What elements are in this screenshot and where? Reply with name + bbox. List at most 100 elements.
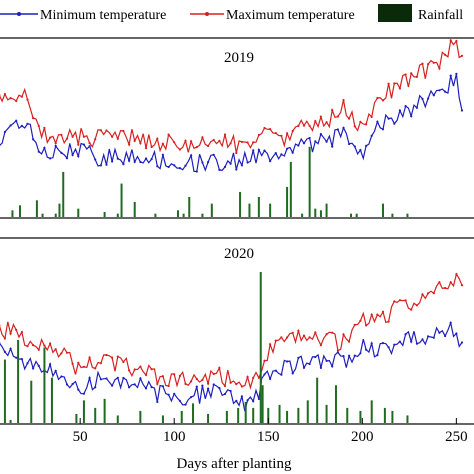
max-temperature-point (128, 143, 131, 146)
min-temperature-point (201, 161, 204, 164)
max-temperature-point (99, 129, 102, 132)
rain-bar (314, 208, 317, 217)
min-temperature-point (195, 170, 198, 173)
max-temperature-point (444, 53, 447, 56)
panel-frame (0, 37, 474, 219)
min-temperature-point (455, 332, 458, 335)
max-temperature-point (128, 369, 131, 372)
min-temperature-point (133, 383, 136, 386)
legend-rain-label: Rainfall (418, 8, 463, 23)
max-temperature-point (319, 344, 322, 347)
min-temperature-point (65, 157, 69, 160)
min-temperature-point (269, 377, 272, 380)
min-temperature-point (376, 120, 379, 123)
max-temperature-point (387, 82, 390, 85)
min-temperature-point (455, 72, 458, 75)
max-temperature-point (150, 368, 153, 371)
max-temperature-point (325, 333, 328, 336)
min-temperature-point (122, 163, 125, 166)
max-temperature-point (246, 141, 249, 144)
min-temperature-line (0, 73, 463, 173)
min-temperature-point (302, 366, 306, 369)
rain-bar (306, 400, 309, 423)
min-temperature-point (319, 133, 322, 136)
max-temperature-point (190, 140, 193, 143)
min-temperature-point (342, 355, 345, 358)
marks (0, 272, 464, 423)
x-tick-label: 150 (257, 429, 280, 445)
rain-bar (406, 213, 409, 217)
min-temperature-point (393, 343, 396, 346)
min-temperature-point (257, 397, 260, 401)
rain-bar (35, 200, 38, 217)
max-temperature-point (65, 137, 69, 140)
max-temperature-point (308, 336, 311, 339)
max-temperature-point (99, 362, 102, 365)
min-temperature-point (26, 362, 29, 365)
min-temperature-point (415, 342, 418, 345)
min-temperature-point (229, 162, 232, 165)
rain-bar (308, 146, 311, 217)
min-temperature-point (94, 386, 97, 389)
min-temperature-point (128, 386, 131, 389)
min-temperature-point (286, 147, 289, 150)
rain-bar (301, 213, 304, 217)
max-temperature-point (133, 139, 136, 142)
max-temperature-point (9, 332, 12, 335)
min-temperature-point (336, 351, 339, 354)
rain-bar (391, 213, 394, 217)
max-temperature-point (410, 72, 413, 75)
min-temperature-point (314, 355, 317, 359)
max-temperature-point (235, 383, 238, 386)
max-temperature-point (26, 345, 29, 348)
max-temperature-point (415, 75, 418, 78)
max-temperature-point (212, 138, 215, 142)
rain-bar (54, 213, 57, 217)
max-temperature-point (393, 82, 396, 85)
max-temperature-point (302, 334, 306, 337)
min-temperature-point (297, 144, 300, 147)
min-temperature-point (460, 109, 464, 112)
rain-bar (9, 419, 12, 423)
rain-bar (161, 415, 164, 423)
min-temperature-point (139, 377, 142, 380)
max-temperature-point (410, 308, 413, 311)
rain-bar (207, 413, 210, 423)
rain-bar (267, 407, 270, 423)
min-temperature-line (0, 320, 463, 412)
rain-bar (201, 213, 204, 217)
min-temperature-point (387, 346, 390, 349)
max-temperature-point (122, 360, 125, 364)
rain-bar (188, 196, 191, 217)
min-temperature-point (331, 365, 334, 368)
min-temperature-point (212, 383, 215, 386)
max-temperature-point (393, 300, 396, 303)
panel-title: 2019 (224, 50, 254, 66)
max-temperature-point (449, 39, 452, 42)
min-temperature-point (460, 341, 464, 344)
rain-bar (77, 208, 80, 217)
min-temperature-point (240, 395, 243, 398)
rain-bar (261, 385, 264, 423)
legend-min-marker (17, 12, 21, 16)
min-temperature-point (449, 74, 452, 77)
rain-bar (269, 203, 272, 217)
min-temperature-point (421, 97, 424, 100)
min-temperature-point (82, 392, 85, 395)
max-temperature-point (173, 141, 176, 144)
max-temperature-point (404, 299, 407, 302)
min-temperature-point (77, 388, 80, 391)
min-temperature-point (161, 153, 164, 156)
max-temperature-point (308, 124, 311, 127)
rain-bar (182, 213, 185, 217)
max-temperature-point (291, 331, 294, 334)
min-temperature-point (325, 140, 328, 143)
min-temperature-point (144, 387, 148, 390)
rain-bar (382, 203, 384, 217)
min-temperature-point (438, 331, 441, 334)
max-temperature-point (195, 146, 198, 149)
min-temperature-point (291, 372, 294, 375)
x-axis-title: Days after planting (177, 456, 292, 472)
rain-bar (383, 407, 386, 423)
min-temperature-point (9, 124, 12, 127)
